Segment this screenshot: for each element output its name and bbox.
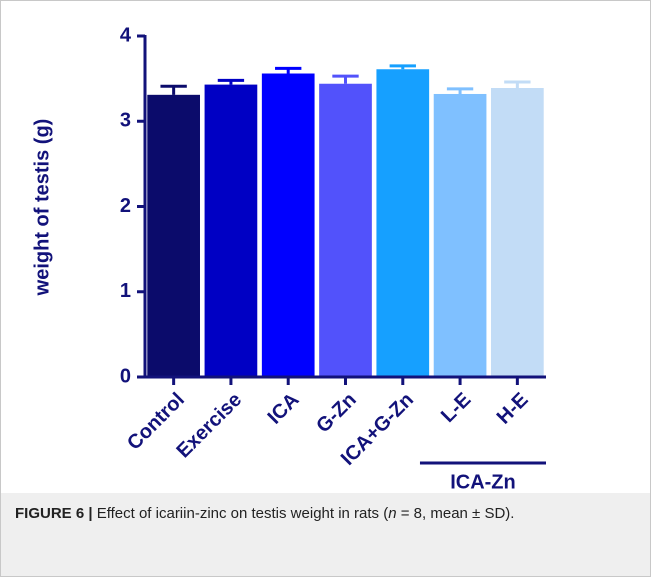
bar <box>204 84 258 377</box>
bar <box>433 93 487 377</box>
error-bar <box>389 64 416 70</box>
error-bar <box>275 66 302 74</box>
error-bar <box>160 84 187 95</box>
y-tick-label: 1 <box>120 280 131 302</box>
error-bar <box>217 78 245 85</box>
group-label: ICA-Zn <box>450 471 516 493</box>
bar <box>147 94 200 377</box>
y-tick-label: 4 <box>120 24 132 46</box>
bar <box>491 88 544 377</box>
y-tick-label: 2 <box>120 195 131 217</box>
caption: FIGURE 6 | Effect of icariin-zinc on tes… <box>1 493 650 576</box>
y-axis-label: weight of testis (g) <box>31 119 53 297</box>
error-bar <box>504 80 531 89</box>
chart: weight of testis (g) 01234ControlExercis… <box>31 24 546 493</box>
bar <box>376 69 430 377</box>
caption-text: = 8, mean ± SD). <box>396 505 515 522</box>
x-tick-label: H-E <box>493 389 533 429</box>
x-tick-label: ICA <box>264 389 304 429</box>
x-tick-label: L-E <box>437 389 475 427</box>
y-tick-label: 0 <box>120 365 131 387</box>
caption-italic: n <box>388 505 397 522</box>
bar <box>319 83 372 378</box>
caption-label: FIGURE 6 | <box>15 505 93 522</box>
error-bar <box>446 87 474 94</box>
caption-text: Effect of icariin-zinc on testis weight … <box>96 505 389 522</box>
y-tick-label: 3 <box>120 110 131 132</box>
x-tick-label: G-Zn <box>312 389 361 438</box>
bar <box>261 73 315 377</box>
error-bar <box>332 74 359 84</box>
